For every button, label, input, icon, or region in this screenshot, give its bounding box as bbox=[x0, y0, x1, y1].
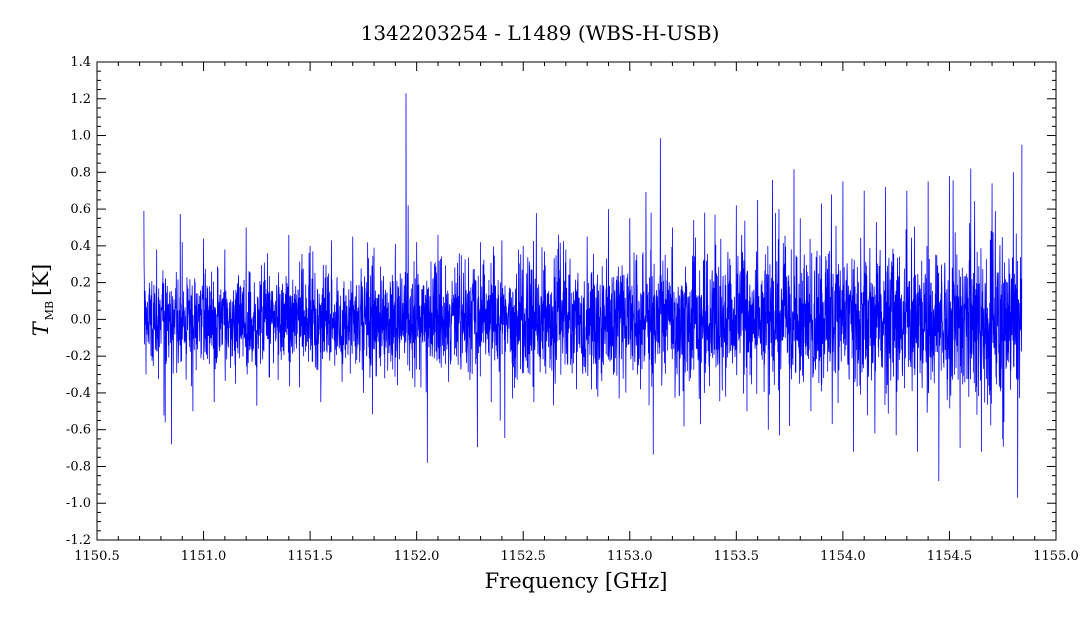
svg-text:TMB[K]: TMB [K] bbox=[29, 264, 56, 336]
x-tick-label: 1152.5 bbox=[500, 549, 546, 564]
y-tick-label: 0.0 bbox=[70, 312, 91, 327]
x-axis-label: Frequency [GHz] bbox=[485, 569, 668, 593]
y-axis-label: TMB [K] bbox=[29, 264, 56, 336]
x-tick-label: 1151.5 bbox=[287, 549, 333, 564]
y-tick-label: 0.6 bbox=[70, 202, 91, 217]
x-tick-label: 1154.0 bbox=[820, 549, 866, 564]
y-tick-label: 1.4 bbox=[70, 55, 91, 70]
y-axis-label-unit: [K] bbox=[29, 264, 53, 296]
y-axis-label-subscript: MB bbox=[43, 301, 56, 320]
x-tick-label: 1153.0 bbox=[607, 549, 653, 564]
y-tick-label: -1.0 bbox=[66, 496, 91, 511]
y-tick-label: -0.6 bbox=[66, 423, 91, 438]
y-tick-label: 0.4 bbox=[70, 239, 91, 254]
x-tick-label: 1154.5 bbox=[927, 549, 973, 564]
y-axis-ticks: -1.2 -1.0 -0.8 -0.6 -0.4 -0.2 0.0 0.2 0.4 0.6 0.8 1… bbox=[66, 55, 1056, 548]
x-tick-label: 1153.5 bbox=[714, 549, 760, 564]
spectrum-series-line bbox=[143, 93, 1023, 498]
y-tick-label: 0.8 bbox=[70, 165, 91, 180]
x-tick-label: 1152.0 bbox=[394, 549, 440, 564]
chart-title: 1342203254 - L1489 (WBS-H-USB) bbox=[361, 21, 720, 45]
y-tick-label: -0.2 bbox=[66, 349, 91, 364]
spectrum-line-group bbox=[143, 93, 1023, 498]
x-tick-label: 1151.0 bbox=[181, 549, 227, 564]
y-axis-label-symbol: T bbox=[29, 320, 53, 336]
x-axis-ticks: 1150.5 1151.0 1151.5 1152.0 1152.5 1153.0 1153… bbox=[74, 62, 1079, 564]
y-tick-label: -1.2 bbox=[66, 533, 91, 548]
y-tick-label: 1.0 bbox=[70, 129, 91, 144]
y-tick-label: -0.8 bbox=[66, 459, 91, 474]
y-tick-label: 0.2 bbox=[70, 276, 91, 291]
x-tick-label: 1155.0 bbox=[1033, 549, 1079, 564]
y-tick-label: -0.4 bbox=[66, 386, 91, 401]
y-tick-label: 1.2 bbox=[70, 92, 91, 107]
x-tick-label: 1150.5 bbox=[74, 549, 120, 564]
